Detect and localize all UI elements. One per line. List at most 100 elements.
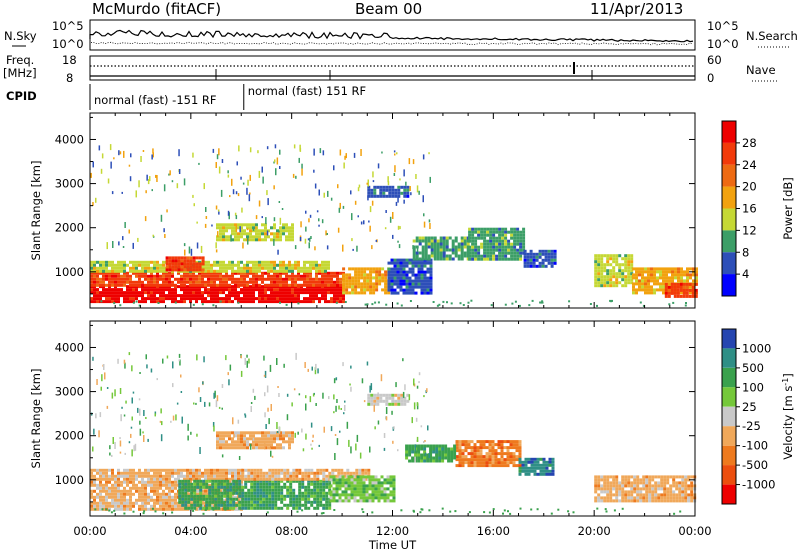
data-cell [510, 230, 514, 234]
data-cell [364, 471, 368, 475]
data-cell [231, 229, 234, 233]
data-cell [542, 460, 546, 464]
echo [354, 200, 357, 205]
data-cell [405, 264, 409, 268]
echo [304, 238, 307, 244]
echo [220, 189, 223, 197]
data-cell [177, 474, 180, 478]
echo [95, 197, 97, 203]
data-cell [265, 485, 269, 489]
data-cell [243, 266, 246, 270]
data-region [342, 267, 391, 295]
data-cell [267, 434, 270, 438]
data-cell [105, 260, 108, 264]
data-cell [624, 269, 628, 273]
data-cell [313, 506, 317, 510]
data-cell [214, 503, 218, 507]
data-cell [240, 223, 243, 227]
data-cell [636, 490, 640, 494]
data-cell [454, 245, 458, 249]
data-cell [365, 499, 369, 503]
data-cell [360, 276, 364, 280]
data-cell [135, 489, 138, 493]
data-cell [268, 468, 272, 472]
data-cell [105, 486, 108, 490]
echo [301, 163, 303, 169]
data-cell [237, 471, 240, 475]
data-cell [184, 503, 188, 507]
data-cell [378, 267, 382, 271]
data-cell [213, 300, 216, 304]
data-cell [635, 267, 638, 271]
echo [265, 217, 267, 225]
data-cell [635, 288, 638, 292]
data-cell [405, 258, 409, 262]
data-cell [636, 496, 640, 500]
echo [408, 158, 411, 165]
data-cell [280, 497, 284, 501]
data-cell [388, 188, 392, 192]
data-cell [204, 288, 207, 292]
data-cell [196, 494, 200, 498]
data-cell [283, 474, 287, 478]
data-cell [653, 273, 656, 277]
data-cell [193, 485, 197, 489]
data-cell [249, 288, 252, 292]
data-cell [234, 263, 237, 267]
data-cell [403, 402, 407, 406]
data-cell [273, 291, 276, 295]
data-cell [165, 277, 168, 281]
data-cell [656, 282, 659, 286]
data-cell [105, 274, 108, 278]
data-cell [264, 238, 267, 242]
data-cell [285, 288, 288, 292]
data-cell [417, 273, 421, 277]
data-cell [319, 494, 323, 498]
data-cell [144, 271, 147, 275]
echo [174, 301, 177, 304]
data-cell [474, 245, 478, 249]
echo [350, 190, 352, 195]
data-cell [420, 447, 424, 451]
data-cell [382, 399, 386, 403]
data-cell [288, 235, 291, 239]
data-cell [229, 494, 233, 498]
data-cell [289, 485, 293, 489]
data-cell [681, 490, 685, 494]
data-cell [138, 277, 141, 281]
data-cell [289, 494, 293, 498]
data-cell [682, 294, 686, 298]
data-cell [400, 191, 404, 195]
data-cell [259, 506, 263, 510]
data-cell [374, 481, 378, 485]
data-cell [432, 447, 436, 451]
data-cell [216, 226, 219, 230]
data-cell [174, 268, 178, 272]
data-cell [612, 266, 616, 270]
data-cell [187, 485, 191, 489]
data-cell [201, 501, 204, 505]
data-cell [220, 485, 224, 489]
echo [178, 169, 181, 174]
data-cell [429, 279, 433, 283]
data-cell [171, 280, 174, 284]
data-cell [501, 236, 505, 240]
echo [357, 187, 360, 192]
data-cell [195, 283, 198, 287]
data-cell [445, 257, 449, 261]
data-cell [303, 288, 306, 292]
data-cell [492, 254, 496, 258]
data-cell [471, 236, 475, 240]
data-cell [627, 272, 631, 276]
data-cell [99, 480, 102, 484]
data-cell [234, 507, 237, 511]
data-cell [348, 267, 352, 271]
data-cell [189, 280, 192, 284]
data-cell [672, 484, 676, 488]
data-cell [90, 483, 93, 487]
data-cell [211, 494, 215, 498]
data-cell [674, 267, 677, 271]
data-cell [129, 468, 132, 472]
data-cell [347, 493, 351, 497]
echo [381, 151, 383, 154]
